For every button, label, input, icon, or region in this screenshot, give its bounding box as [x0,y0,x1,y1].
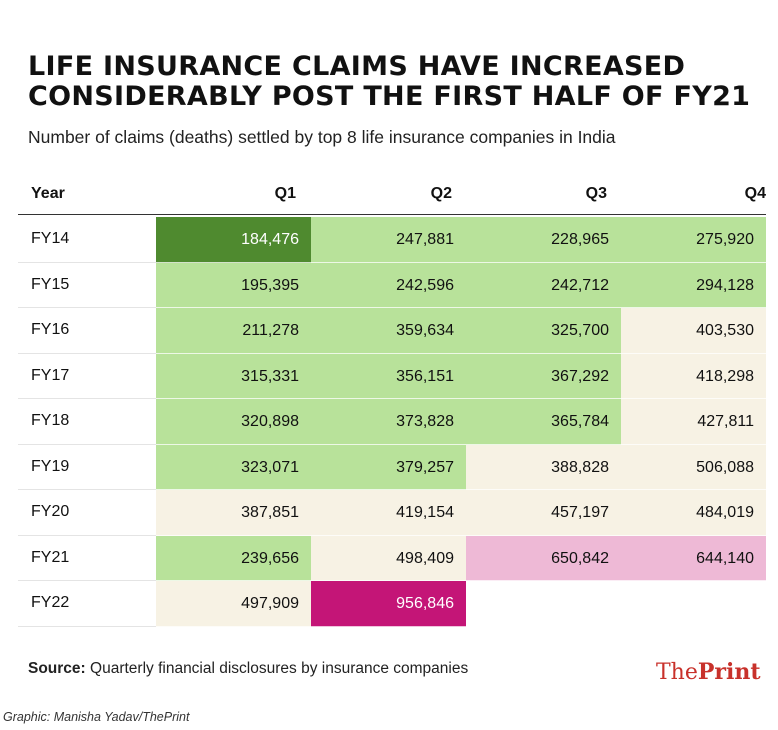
table-cell: 427,811 [621,399,766,445]
table-cell: 242,596 [311,262,466,308]
table-cell: 359,634 [311,308,466,354]
row-divider [18,261,156,263]
table-cell: 418,298 [621,353,766,399]
table-cell: 419,154 [311,490,466,536]
table-cell: 387,851 [156,490,311,536]
graphic-credit: Graphic: Manisha Yadav/ThePrint [3,710,190,724]
row-divider [18,352,156,354]
column-header-q3: Q3 [585,185,607,202]
table-cell: 379,257 [311,444,466,490]
year-label: FY15 [31,275,70,293]
row-divider [18,307,156,308]
column-header-q4: Q4 [744,185,766,202]
source-note: Source: Quarterly financial disclosures … [28,660,468,678]
row-divider [18,398,156,399]
table-cell: 211,278 [156,308,311,354]
table-cell: 228,965 [466,217,621,263]
column-header-q2: Q2 [430,185,452,202]
table-cell: 239,656 [156,535,311,581]
year-label: FY16 [31,321,70,338]
logo-print: Print [697,659,761,685]
table-cell: 325,700 [466,308,621,354]
table-cell: 373,828 [311,399,466,445]
table-cell: 323,071 [156,444,311,490]
table-cell: 506,088 [621,444,766,490]
table-cell: 184,476 [156,217,311,263]
column-header-q1: Q1 [274,185,296,202]
header-divider [18,214,766,215]
title-line-1: LIFE INSURANCE CLAIMS HAVE INCREASED [28,51,686,82]
year-label: FY21 [31,548,70,566]
table-cell: 315,331 [156,353,311,399]
row-header-year: Year [31,185,65,202]
year-label: FY18 [31,412,70,429]
table-cell: 247,881 [311,217,466,263]
title-line-2: CONSIDERABLY POST THE FIRST HALF OF FY21 [28,81,751,112]
year-label: FY17 [31,366,70,384]
source-label: Source: [28,660,86,677]
table-cell: 294,128 [621,262,766,308]
year-label: FY20 [31,503,70,520]
table-cell: 498,409 [311,535,466,581]
table-cell: 650,842 [466,535,621,581]
table-cell: 320,898 [156,399,311,445]
table-cell [621,581,766,627]
table-cell: 497,909 [156,581,311,627]
table-cell: 644,140 [621,535,766,581]
table-cell: 484,019 [621,490,766,536]
table-cell: 956,846 [311,581,466,627]
logo-the: The [656,660,698,685]
year-label: FY19 [31,457,70,475]
chart-subtitle: Number of claims (deaths) settled by top… [28,127,616,147]
table-cell: 367,292 [466,353,621,399]
source-text: Quarterly financial disclosures by insur… [85,660,469,677]
table-cell: 457,197 [466,490,621,536]
table-cell [466,581,621,627]
row-divider [18,443,156,445]
row-divider [18,534,156,536]
table-cell: 356,151 [311,353,466,399]
row-divider [18,489,156,490]
theprint-logo: ThePrint [656,659,761,685]
table-cell: 242,712 [466,262,621,308]
year-label: FY22 [31,594,70,611]
chart-title: LIFE INSURANCE CLAIMS HAVE INCREASED CON… [28,52,758,112]
table-cell: 195,395 [156,262,311,308]
table-cell: 275,920 [621,217,766,263]
year-label: FY14 [31,230,70,247]
row-divider [18,625,156,627]
table-cell: 365,784 [466,399,621,445]
table-cell: 403,530 [621,308,766,354]
row-divider [18,580,156,581]
table-cell: 388,828 [466,444,621,490]
